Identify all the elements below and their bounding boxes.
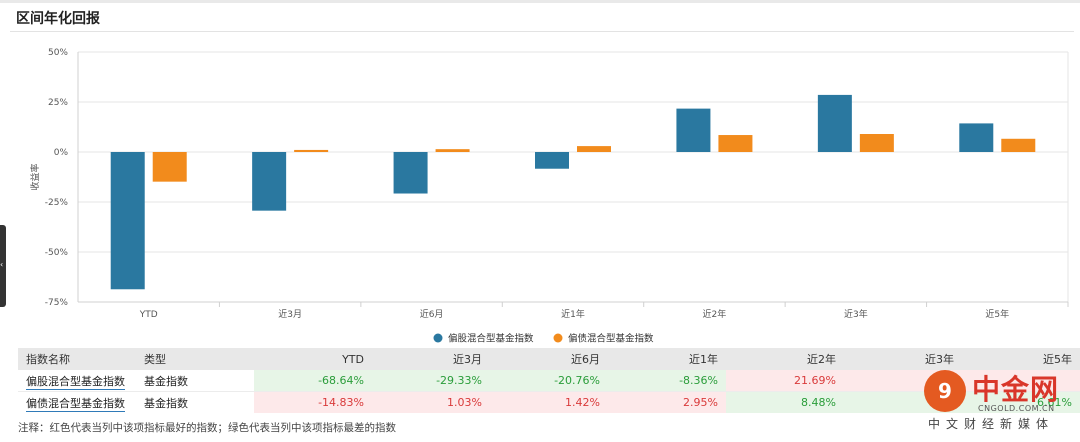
bar-bond	[294, 149, 329, 152]
header-3y: 近3年	[844, 348, 962, 370]
top-border	[0, 0, 1080, 3]
cell-5y: 6.61%	[962, 391, 1080, 413]
footnote: 注释：红色代表当列中该项指标最好的指数；绿色代表当列中该项指标最差的指数	[18, 422, 396, 434]
y-tick-label: 50%	[48, 48, 68, 58]
logo-subtitle: 中文财经新媒体	[928, 417, 1055, 431]
cell-2y: 21.69%	[726, 370, 844, 392]
bar-bond	[152, 152, 187, 182]
table-header-row: 指数名称 类型 YTD 近3月 近6月 近1年 近2年 近3年 近5年	[18, 348, 1080, 370]
bar-chart: 50% 25% 0% -25% -50% -75% 收益率 YTD 近3月 近6月 近1年 近2年 近3…	[29, 48, 1069, 345]
legend-label: 偏股混合型基金指数	[448, 333, 534, 345]
x-tick-label: 近3月	[278, 308, 302, 320]
bar-bond	[1001, 138, 1036, 152]
cell-1y: -8.36%	[608, 370, 726, 392]
cell-6m: -20.76%	[490, 370, 608, 392]
y-tick-label: -50%	[45, 248, 69, 258]
header-5y: 近5年	[962, 348, 1080, 370]
header-1y: 近1年	[608, 348, 726, 370]
bar-bond	[859, 134, 894, 152]
legend-marker	[433, 333, 443, 343]
cell-5y	[962, 370, 1080, 392]
y-tick-label: -75%	[45, 298, 69, 308]
header-2y: 近2年	[726, 348, 844, 370]
bar-equity	[817, 94, 852, 152]
title-divider	[10, 31, 1074, 32]
y-axis-label: 收益率	[29, 163, 41, 190]
x-tick-label: 近2年	[703, 308, 727, 320]
legend-label: 偏债混合型基金指数	[568, 333, 654, 345]
y-tick-label: 25%	[48, 98, 68, 108]
row-name-link[interactable]: 偏债混合型基金指数	[26, 396, 125, 412]
bar-equity	[535, 152, 569, 169]
cell-ytd: -14.83%	[254, 391, 372, 413]
header-6m: 近6月	[490, 348, 608, 370]
y-tick-label: 0%	[54, 148, 69, 158]
logo-name: 中金网	[972, 373, 1060, 406]
logo-circle: 9	[924, 370, 966, 412]
x-tick-label: 近5年	[985, 308, 1009, 320]
bar-bond	[577, 146, 611, 152]
cell-ytd: -68.64%	[254, 370, 372, 392]
x-tick-label: 近6月	[420, 308, 444, 320]
bar-equity	[393, 152, 428, 194]
cell-1y: 2.95%	[608, 391, 726, 413]
header-3m: 近3月	[372, 348, 490, 370]
cell-3m: 1.03%	[372, 391, 490, 413]
section-title: 区间年化回报	[16, 11, 100, 27]
x-tick-label: 近3年	[844, 308, 868, 320]
watermark-logo: 9 中金网 CNGOLD.COM.CN 中文财经新媒体	[920, 368, 1080, 442]
header-name: 指数名称	[18, 348, 136, 370]
y-tick-label: -25%	[45, 198, 69, 208]
bar-equity	[959, 123, 994, 152]
row-name-link[interactable]: 偏股混合型基金指数	[18, 370, 136, 392]
cell-2y: 8.48%	[726, 391, 844, 413]
bar-equity	[110, 152, 145, 290]
cell-6m: 1.42%	[490, 391, 608, 413]
chevron-left-icon: ‹	[0, 260, 4, 269]
header-ytd: YTD	[254, 348, 372, 370]
bar-equity	[676, 108, 711, 152]
row-type: 基金指数	[136, 370, 254, 392]
cell-3m: -29.33%	[372, 370, 490, 392]
bar-equity	[252, 152, 287, 211]
bar-bond	[435, 149, 470, 152]
x-tick-label: 近1年	[561, 308, 585, 320]
x-tick-label: YTD	[139, 310, 158, 320]
bar-bond	[718, 135, 753, 152]
header-type: 类型	[136, 348, 254, 370]
logo-url: CNGOLD.COM.CN	[978, 404, 1055, 413]
row-type: 基金指数	[136, 391, 254, 413]
side-collapse-tab[interactable]: ‹	[0, 225, 6, 307]
legend-marker	[553, 333, 563, 343]
